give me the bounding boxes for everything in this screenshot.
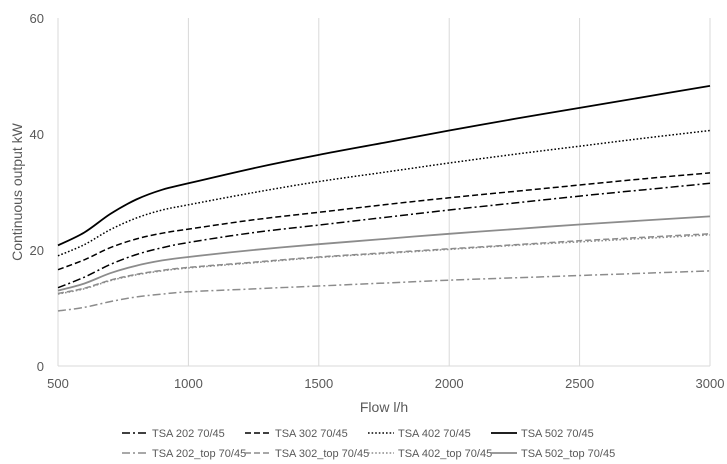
x-axis-title: Flow l/h <box>360 399 408 415</box>
y-tick-label: 40 <box>30 127 44 142</box>
legend-label: TSA 302 70/45 <box>275 428 348 440</box>
legend-label: TSA 402_top 70/45 <box>398 448 492 460</box>
legend-label: TSA 502_top 70/45 <box>521 448 615 460</box>
x-tick-label: 2500 <box>565 376 594 391</box>
series-line <box>57 85 711 247</box>
series-line <box>57 234 711 295</box>
y-tick-label: 20 <box>30 243 44 258</box>
series-line <box>57 172 711 271</box>
series-line <box>57 182 711 289</box>
series-line <box>57 233 711 295</box>
grid-lines <box>57 18 711 366</box>
y-axis: 0 20 40 60 <box>30 11 44 374</box>
x-tick-label: 2000 <box>435 376 464 391</box>
x-tick-label: 1000 <box>174 376 203 391</box>
series-line <box>57 270 711 312</box>
legend-label: TSA 302_top 70/45 <box>275 448 369 460</box>
y-axis-title: Continuous output kW <box>9 122 25 261</box>
series-line <box>57 215 711 292</box>
series-lines <box>57 85 711 312</box>
x-tick-label: 3000 <box>696 376 725 391</box>
x-tick-label: 1500 <box>304 376 333 391</box>
legend-label: TSA 202 70/45 <box>152 428 225 440</box>
legend-label: TSA 202_top 70/45 <box>152 448 246 460</box>
x-axis: 500 1000 1500 2000 2500 3000 <box>47 365 725 391</box>
y-tick-label: 0 <box>37 359 44 374</box>
series-line <box>57 129 711 257</box>
legend: TSA 202 70/45 TSA 302 70/45 TSA 402 70/45 T… <box>122 428 615 460</box>
legend-label: TSA 502 70/45 <box>521 428 594 440</box>
y-tick-label: 60 <box>30 11 44 26</box>
x-tick-label: 500 <box>47 376 69 391</box>
legend-label: TSA 402 70/45 <box>398 428 471 440</box>
